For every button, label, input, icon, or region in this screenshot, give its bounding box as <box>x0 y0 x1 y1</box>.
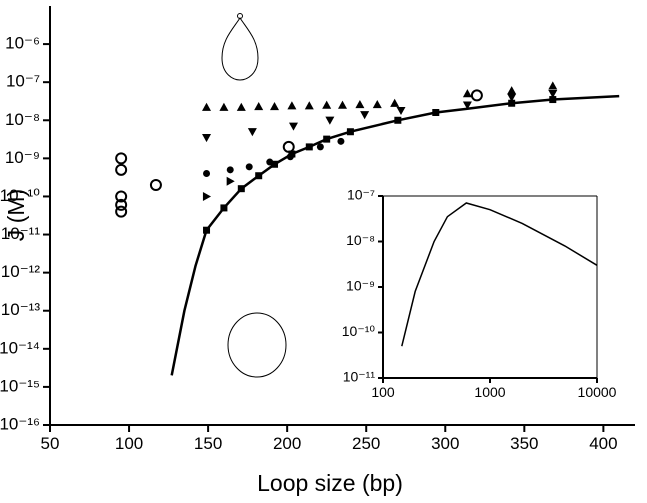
y-tick-label: 10⁻¹⁵ <box>0 376 40 395</box>
x-tick-label: 100 <box>371 384 395 400</box>
open-circle-marker <box>115 205 128 218</box>
square-marker <box>394 116 402 124</box>
triangle-up-marker <box>338 100 347 109</box>
triangle-up-marker <box>236 102 246 111</box>
triangle-down-marker <box>462 101 472 110</box>
x-tick-label: 50 <box>41 434 60 453</box>
teardrop-icon <box>221 17 259 81</box>
y-tick-label: 10⁻¹¹ <box>1 224 41 243</box>
triangle-up-marker <box>548 81 558 90</box>
circle-marker <box>245 163 253 171</box>
triangle-down-marker <box>396 106 406 116</box>
y-tick-label: 10⁻⁸ <box>5 110 40 129</box>
y-tick-label: 10⁻¹² <box>1 262 41 281</box>
square-marker <box>432 108 440 116</box>
triangle-down-marker <box>288 122 298 131</box>
y-tick-label: 10⁻¹⁶ <box>0 414 40 433</box>
triangle-down-marker <box>360 111 370 120</box>
triangle-up-marker <box>507 86 517 95</box>
circle-marker <box>226 166 234 174</box>
triangle-up-marker <box>270 101 280 111</box>
y-tick-label: 10⁻⁸ <box>346 232 375 248</box>
square-marker <box>549 96 557 104</box>
x-tick-label: 10000 <box>578 384 617 400</box>
circle-marker <box>266 158 274 166</box>
y-tick-label: 10⁻⁷ <box>6 72 40 91</box>
triangle-right-marker <box>226 176 235 186</box>
triangle-up-marker <box>355 99 365 109</box>
square-marker <box>346 128 354 136</box>
x-tick-label: 100 <box>115 434 143 453</box>
triangle-down-marker <box>507 93 517 102</box>
triangle-up-marker <box>462 89 472 98</box>
square-marker <box>220 204 228 212</box>
open-circle-marker <box>115 163 128 176</box>
y-tick-label: 10⁻¹⁰ <box>0 186 40 205</box>
triangle-down-marker <box>325 116 335 125</box>
x-tick-label: 1000 <box>474 384 505 400</box>
y-tick-label: 10⁻⁹ <box>346 278 375 294</box>
open-circle-marker <box>115 152 128 165</box>
square-marker <box>323 135 331 143</box>
square-marker <box>271 160 279 168</box>
curve <box>401 202 598 347</box>
y-tick-label: 10⁻⁷ <box>347 187 375 203</box>
x-tick-label: 150 <box>194 434 222 453</box>
triangle-up-marker <box>304 101 314 110</box>
open-circle-marker <box>282 140 295 153</box>
square-marker <box>305 143 313 151</box>
x-tick-label: 250 <box>352 434 380 453</box>
curve <box>170 94 620 376</box>
triangle-up-marker <box>390 98 400 107</box>
y-tick-label: 10⁻¹³ <box>1 300 41 319</box>
open-circle-marker <box>115 198 128 211</box>
triangle-up-marker <box>254 101 264 111</box>
x-tick-label: 200 <box>273 434 301 453</box>
y-tick-label: 10⁻¹⁴ <box>0 338 40 357</box>
y-axis-title: J (M) <box>3 189 29 241</box>
open-circle-marker <box>470 89 483 102</box>
triangle-up-marker <box>202 102 212 111</box>
square-marker <box>255 172 263 180</box>
open-circle-marker <box>149 178 162 191</box>
circle-marker <box>337 137 345 145</box>
y-tick-label: 10⁻¹¹ <box>343 369 376 385</box>
square-marker <box>508 99 516 107</box>
triangle-up-marker <box>219 102 229 111</box>
x-tick-label: 400 <box>589 434 617 453</box>
triangle-down-marker <box>548 90 558 99</box>
y-tick-label: 10⁻⁶ <box>5 34 40 53</box>
square-marker <box>203 226 211 234</box>
triangle-right-marker <box>202 191 212 201</box>
circle-marker <box>203 170 211 178</box>
icon-knot <box>237 13 243 19</box>
triangle-down-marker <box>247 128 257 137</box>
x-tick-label: 300 <box>431 434 459 453</box>
circle-marker <box>286 153 294 161</box>
x-axis-title: Loop size (bp) <box>257 470 403 496</box>
triangle-up-marker <box>287 101 297 110</box>
triangle-down-marker <box>202 134 212 143</box>
y-tick-label: 10⁻⁹ <box>5 148 40 167</box>
square-marker <box>237 185 245 193</box>
triangle-up-marker <box>322 100 332 109</box>
circle-icon <box>227 312 287 378</box>
triangle-up-marker <box>372 99 382 109</box>
circle-marker <box>316 143 324 151</box>
y-tick-label: 10⁻¹⁰ <box>342 323 376 339</box>
x-tick-label: 350 <box>510 434 538 453</box>
open-circle-marker <box>115 190 128 203</box>
